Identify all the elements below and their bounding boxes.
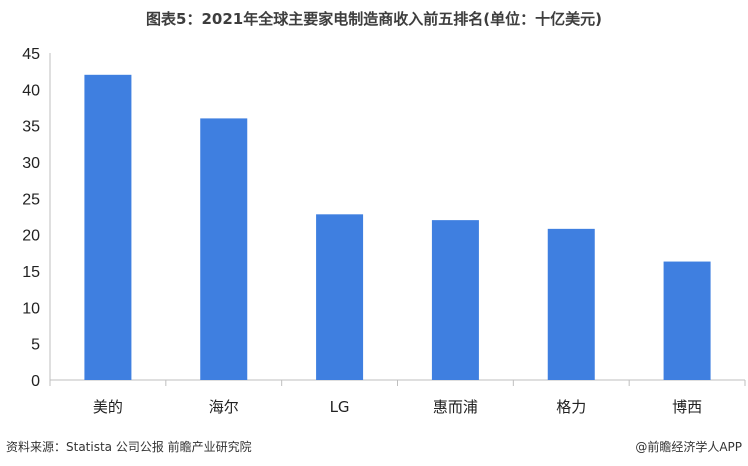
x-category-label: 惠而浦 bbox=[433, 398, 478, 416]
bar bbox=[84, 74, 132, 381]
y-tick-label: 30 bbox=[22, 155, 40, 172]
x-category-label: 格力 bbox=[556, 398, 586, 416]
y-tick-label: 35 bbox=[22, 119, 40, 136]
bar bbox=[316, 214, 364, 380]
bar bbox=[663, 261, 711, 380]
bar bbox=[431, 220, 479, 380]
y-tick-label: 0 bbox=[31, 373, 40, 390]
source-note: 资料来源：Statista 公司公报 前瞻产业研究院 bbox=[6, 440, 252, 454]
y-axis: 0 5 10 15 20 25 30 35 40 45 bbox=[22, 46, 51, 390]
bar bbox=[200, 118, 248, 381]
brand-label: @前瞻经济学人APP bbox=[635, 440, 742, 454]
x-category-label: 美的 bbox=[93, 398, 123, 416]
y-tick-label: 40 bbox=[22, 82, 40, 99]
x-axis: 美的 海尔 LG 惠而浦 格力 博西 bbox=[49, 379, 746, 416]
y-tick-label: 15 bbox=[22, 264, 40, 281]
y-tick-label: 45 bbox=[22, 46, 40, 63]
x-category-label: 博西 bbox=[672, 398, 702, 416]
y-tick-label: 5 bbox=[31, 337, 40, 354]
x-category-label: LG bbox=[330, 398, 350, 416]
x-category-label: 海尔 bbox=[209, 398, 239, 416]
bar bbox=[547, 228, 595, 380]
bars bbox=[84, 74, 711, 381]
y-tick-label: 10 bbox=[22, 300, 40, 317]
chart-title: 图表5：2021年全球主要家电制造商收入前五排名(单位：十亿美元) bbox=[146, 10, 602, 28]
y-tick-label: 20 bbox=[22, 228, 40, 245]
y-tick-label: 25 bbox=[22, 191, 40, 208]
